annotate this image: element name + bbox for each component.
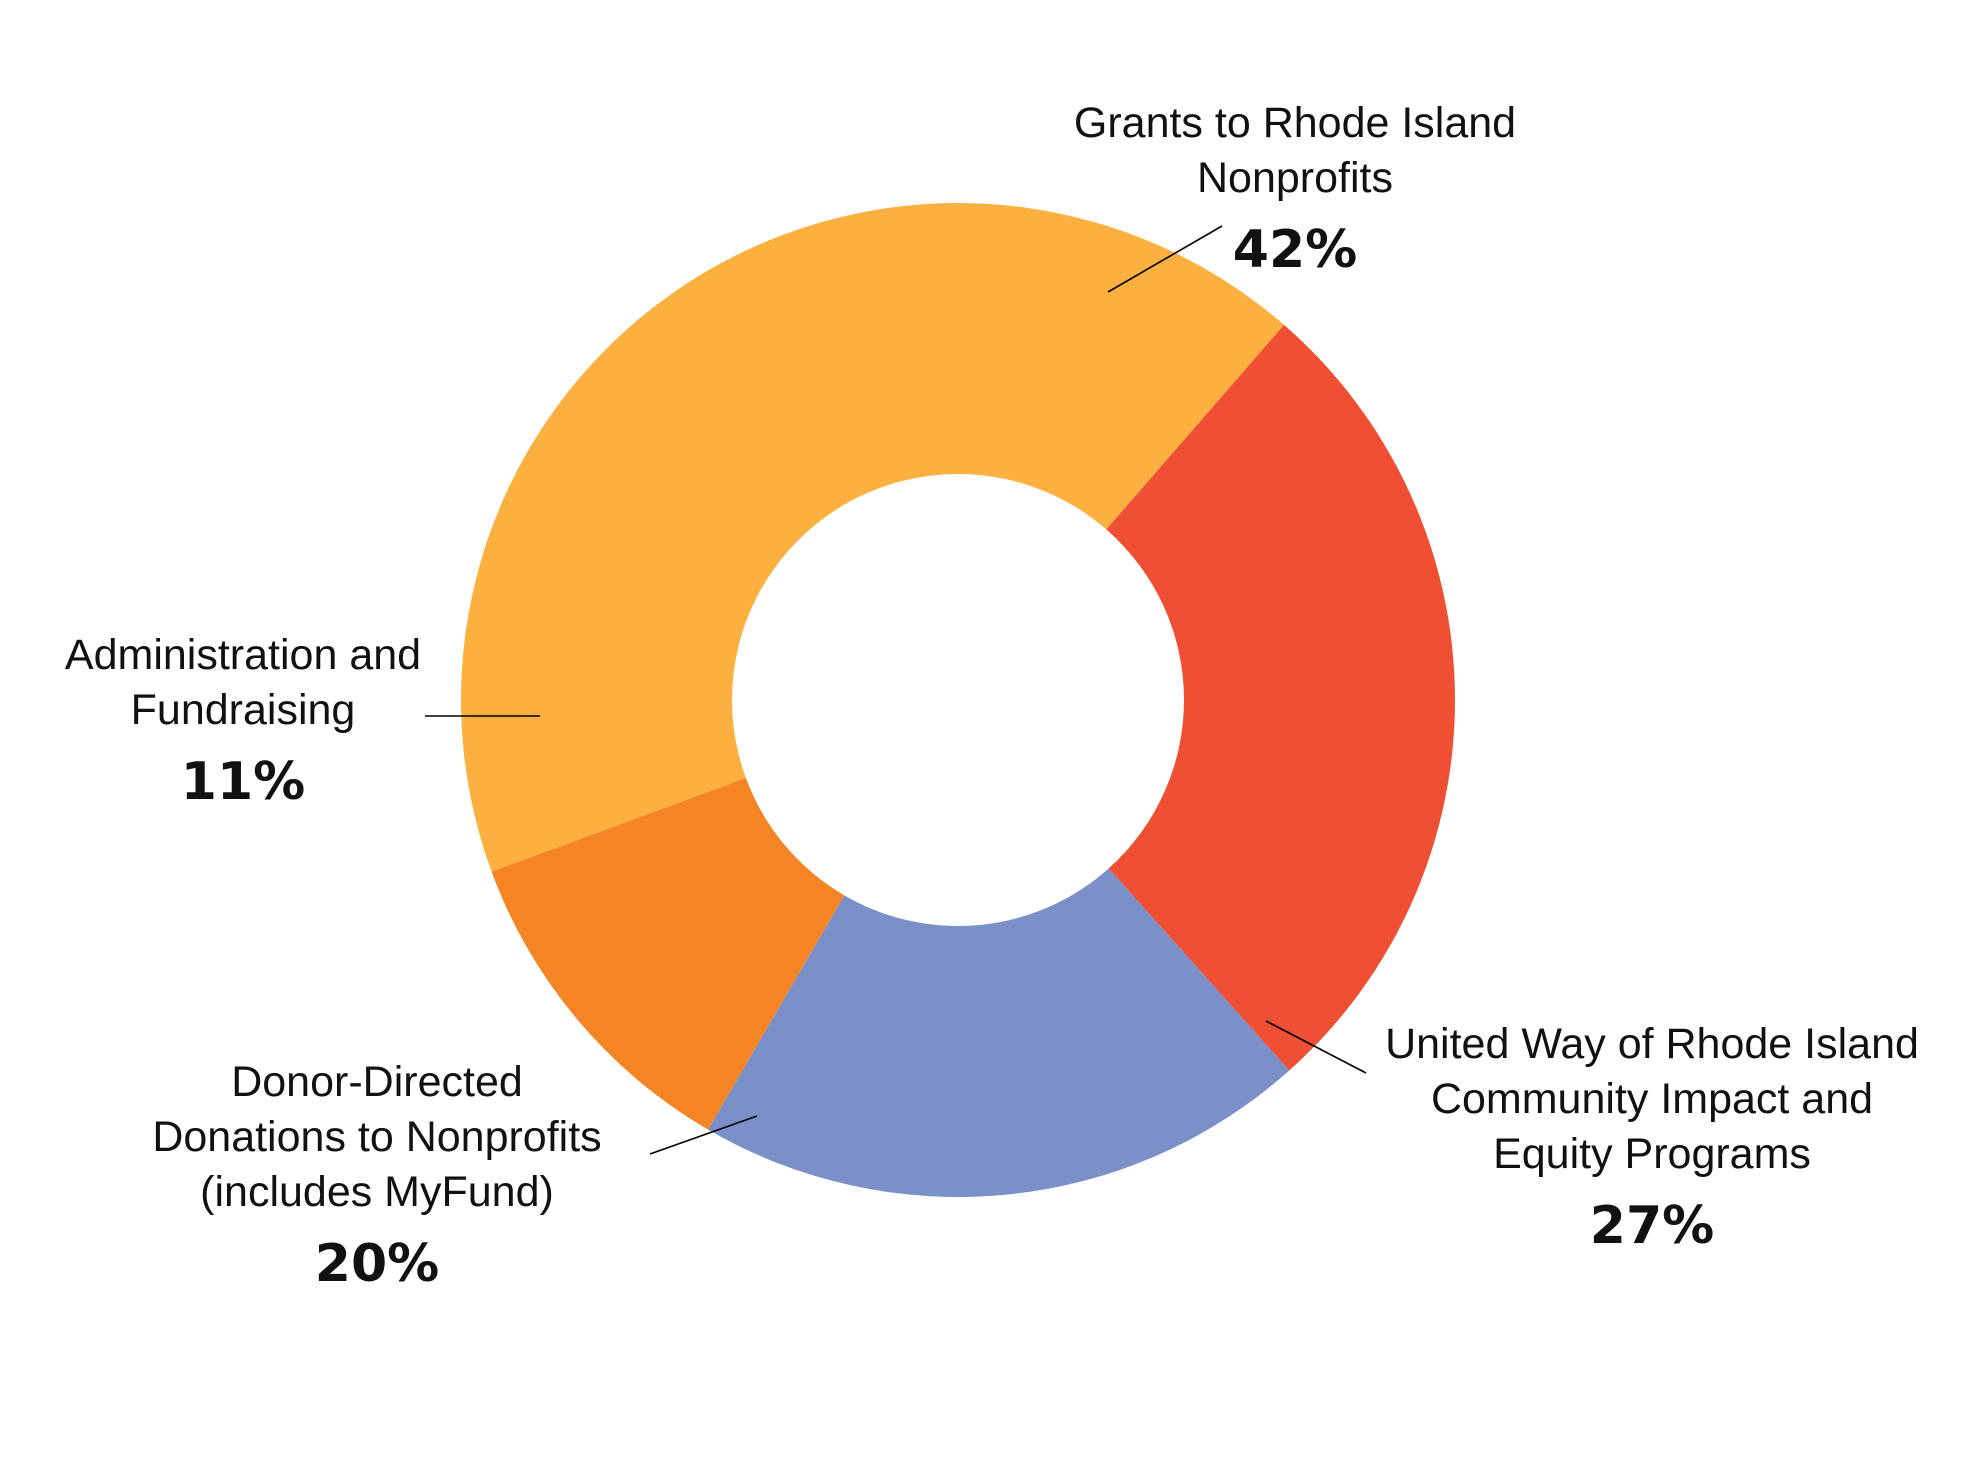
leader-line-1 xyxy=(1265,1020,1367,1074)
leader-lines-layer xyxy=(425,225,1367,1155)
leader-line-2 xyxy=(649,1115,758,1155)
slices-layer xyxy=(461,203,1455,1197)
donut-slice-2 xyxy=(707,868,1290,1197)
donut-slice-3 xyxy=(491,778,845,1130)
leader-line-0 xyxy=(1107,225,1223,293)
donut-slice-1 xyxy=(1106,324,1455,1071)
slice-label-3-line-1: Fundraising xyxy=(131,686,356,734)
slice-value-label-2: 20% xyxy=(315,1234,439,1294)
slice-value-label-0: 42% xyxy=(1233,220,1357,280)
slice-value-label-3: 11% xyxy=(181,752,305,812)
slice-label-1-line-0: United Way of Rhode Island xyxy=(1385,1020,1919,1068)
slice-label-0-line-1: Nonprofits xyxy=(1197,154,1393,202)
slice-label-2-line-0: Donor-Directed xyxy=(231,1058,523,1106)
slice-label-1-line-1: Community Impact and xyxy=(1431,1075,1873,1123)
slice-label-3-line-0: Administration and xyxy=(65,631,421,679)
donut-slice-0 xyxy=(461,203,1285,872)
slice-label-2-line-2: (includes MyFund) xyxy=(200,1168,554,1216)
slice-label-0-line-0: Grants to Rhode Island xyxy=(1074,99,1516,147)
slice-value-label-1: 27% xyxy=(1590,1196,1714,1256)
labels-layer: Grants to Rhode Island Nonprofits 42% Unite… xyxy=(65,99,1919,1294)
slice-label-1-line-2: Equity Programs xyxy=(1493,1130,1811,1178)
slice-label-2-line-1: Donations to Nonprofits xyxy=(152,1113,601,1161)
